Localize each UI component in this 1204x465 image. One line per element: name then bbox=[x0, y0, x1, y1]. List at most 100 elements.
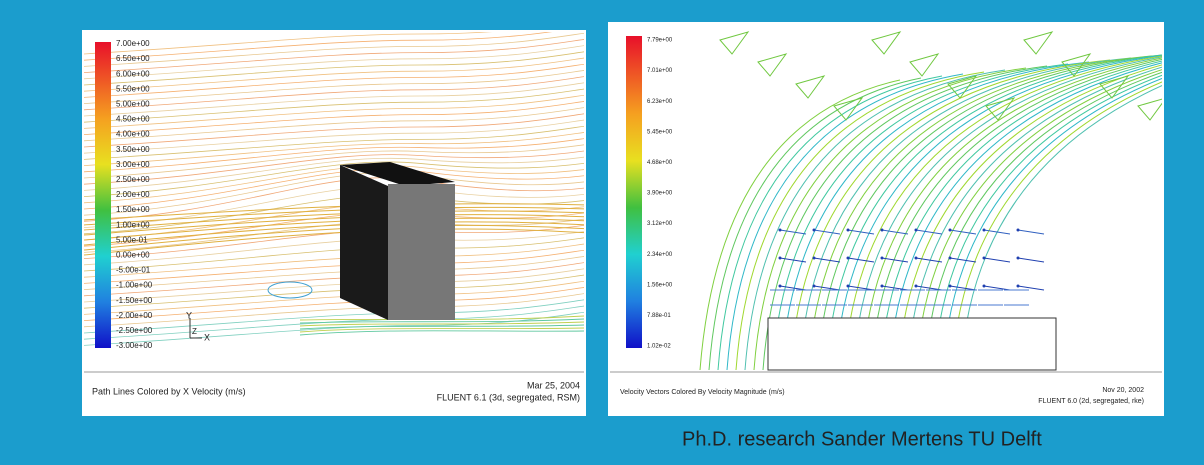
colorbar-label: -2.00e+00 bbox=[116, 311, 153, 320]
block-top bbox=[340, 162, 455, 186]
streak bbox=[942, 78, 1162, 370]
vector bbox=[1017, 257, 1045, 263]
vector-head bbox=[795, 75, 826, 99]
path-line bbox=[84, 70, 584, 104]
colorbar-label: 3.12e+00 bbox=[647, 221, 673, 227]
vector-head bbox=[812, 256, 816, 260]
streak bbox=[897, 64, 1162, 370]
path-line bbox=[299, 330, 584, 336]
streak bbox=[699, 79, 901, 370]
vector-head bbox=[909, 53, 940, 77]
right-colorbar bbox=[626, 36, 642, 348]
caption: Velocity Vectors Colored By Velocity Mag… bbox=[620, 389, 785, 396]
vector bbox=[1017, 229, 1045, 235]
left-colorbar bbox=[95, 42, 111, 348]
colorbar-label: 6.50e+00 bbox=[116, 54, 150, 63]
vector-head bbox=[871, 31, 902, 55]
path-line bbox=[84, 88, 584, 123]
colorbar-label: 6.00e+00 bbox=[116, 69, 150, 78]
vector bbox=[1017, 285, 1045, 291]
caption-solver: FLUENT 6.1 (3d, segregated, RSM) bbox=[437, 392, 580, 402]
streak bbox=[933, 74, 1162, 370]
block-face bbox=[388, 184, 455, 320]
vector bbox=[915, 229, 943, 235]
path-line bbox=[84, 132, 584, 166]
colorbar-label: -3.00e+00 bbox=[116, 341, 153, 350]
path-line bbox=[84, 156, 584, 191]
path-line bbox=[84, 161, 584, 197]
path-line bbox=[84, 45, 584, 80]
path-line bbox=[84, 76, 584, 111]
colorbar-label: 1.56e+00 bbox=[647, 282, 673, 288]
colorbar-label: 5.50e+00 bbox=[116, 84, 150, 93]
path-line bbox=[84, 206, 584, 226]
vector bbox=[813, 229, 841, 235]
path-line bbox=[84, 57, 584, 92]
streak bbox=[816, 54, 1162, 370]
vector-head bbox=[812, 228, 816, 232]
streak bbox=[852, 56, 1162, 370]
vector-head bbox=[1016, 256, 1020, 260]
colorbar-label: -1.00e+00 bbox=[116, 281, 153, 290]
path-line bbox=[84, 63, 584, 98]
vector bbox=[949, 229, 977, 235]
colorbar-label: 4.00e+00 bbox=[116, 130, 150, 139]
vector bbox=[847, 257, 875, 263]
vector bbox=[881, 257, 909, 263]
left-panel bbox=[82, 30, 586, 416]
colorbar-label: -5.00e-01 bbox=[116, 266, 151, 275]
vector-head bbox=[846, 284, 850, 288]
path-lines bbox=[84, 32, 584, 346]
streak bbox=[888, 62, 1162, 370]
axis-label: Y bbox=[186, 310, 192, 320]
vector bbox=[847, 229, 875, 235]
vector-head bbox=[778, 256, 782, 260]
vector bbox=[983, 257, 1011, 263]
streak bbox=[726, 73, 964, 370]
streak bbox=[789, 59, 1111, 370]
path-line bbox=[84, 228, 584, 256]
path-line bbox=[299, 327, 584, 333]
path-line bbox=[84, 39, 584, 73]
vector bbox=[915, 285, 943, 291]
path-line bbox=[84, 221, 584, 246]
vector bbox=[813, 285, 841, 291]
caption: Path Lines Colored by X Velocity (m/s) bbox=[92, 386, 246, 396]
vector-head bbox=[982, 256, 986, 260]
vector bbox=[779, 285, 807, 291]
path-line bbox=[84, 138, 584, 173]
vector-head bbox=[880, 284, 884, 288]
vector bbox=[779, 257, 807, 263]
streak bbox=[834, 54, 1162, 370]
vector-head bbox=[982, 284, 986, 288]
footer: Ph.D. research Sander Mertens TU Delft bbox=[682, 428, 1042, 450]
path-line bbox=[84, 94, 584, 129]
colorbar-label: 7.88e-01 bbox=[647, 313, 671, 319]
colorbar-label: 7.79e+00 bbox=[647, 38, 673, 44]
vector-head bbox=[1061, 53, 1092, 77]
caption-date: Mar 25, 2004 bbox=[527, 380, 580, 390]
colorbar-label: 1.02e-02 bbox=[647, 344, 671, 350]
streak bbox=[753, 67, 1027, 370]
vector-head bbox=[719, 31, 750, 55]
vector-head bbox=[757, 53, 788, 77]
vector-head bbox=[880, 256, 884, 260]
colorbar-label: 1.50e+00 bbox=[116, 205, 150, 214]
vector-head bbox=[1016, 228, 1020, 232]
vector bbox=[881, 285, 909, 291]
axis-label: Z bbox=[192, 327, 197, 336]
colorbar-label: 5.45e+00 bbox=[647, 129, 673, 135]
axis-label: X bbox=[204, 332, 210, 342]
path-line bbox=[84, 101, 584, 135]
streak bbox=[717, 75, 943, 370]
streak bbox=[915, 69, 1162, 370]
vector-head bbox=[914, 284, 918, 288]
path-line bbox=[84, 150, 584, 185]
vector-head bbox=[846, 228, 850, 232]
path-line bbox=[84, 51, 584, 86]
vector-head bbox=[1016, 284, 1020, 288]
path-line bbox=[84, 113, 584, 148]
streak bbox=[879, 60, 1162, 370]
